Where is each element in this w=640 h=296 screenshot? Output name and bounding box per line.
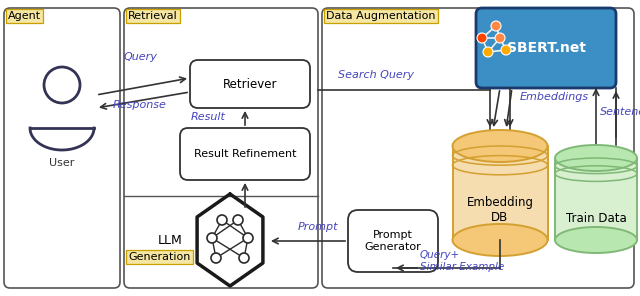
Text: Train Data: Train Data xyxy=(566,212,627,224)
FancyBboxPatch shape xyxy=(4,8,120,288)
Circle shape xyxy=(44,67,80,103)
Text: Prompt: Prompt xyxy=(298,222,338,232)
Circle shape xyxy=(239,253,249,263)
Text: Agent: Agent xyxy=(8,11,41,21)
Text: Retrieval: Retrieval xyxy=(128,11,178,21)
Text: User: User xyxy=(49,158,75,168)
Text: Result Refinement: Result Refinement xyxy=(194,149,296,159)
Text: Query+
Similar Example: Query+ Similar Example xyxy=(420,250,504,272)
FancyBboxPatch shape xyxy=(322,8,634,288)
Circle shape xyxy=(491,21,501,31)
Ellipse shape xyxy=(452,224,547,256)
Text: Embedding
DB: Embedding DB xyxy=(467,196,534,224)
Text: Retriever: Retriever xyxy=(223,78,277,91)
FancyBboxPatch shape xyxy=(180,128,310,180)
Circle shape xyxy=(243,233,253,243)
Text: Result: Result xyxy=(191,112,225,122)
FancyBboxPatch shape xyxy=(190,60,310,108)
Circle shape xyxy=(207,233,217,243)
Text: Query: Query xyxy=(123,52,157,62)
Text: Generation: Generation xyxy=(128,252,190,262)
Polygon shape xyxy=(555,158,637,240)
Polygon shape xyxy=(452,146,547,240)
Text: Prompt
Generator: Prompt Generator xyxy=(365,230,421,252)
Circle shape xyxy=(477,33,487,43)
Text: Embeddings: Embeddings xyxy=(520,92,589,102)
Ellipse shape xyxy=(555,227,637,253)
FancyBboxPatch shape xyxy=(476,8,616,88)
Ellipse shape xyxy=(452,130,547,162)
Circle shape xyxy=(217,215,227,225)
Text: SBERT.net: SBERT.net xyxy=(506,41,586,55)
Text: Response: Response xyxy=(113,100,167,110)
Text: LLM: LLM xyxy=(157,234,182,247)
FancyBboxPatch shape xyxy=(348,210,438,272)
Circle shape xyxy=(211,253,221,263)
Circle shape xyxy=(501,45,511,55)
Circle shape xyxy=(483,47,493,57)
Ellipse shape xyxy=(555,145,637,171)
Circle shape xyxy=(233,215,243,225)
Text: Search Query: Search Query xyxy=(338,70,414,80)
FancyBboxPatch shape xyxy=(124,8,318,288)
Text: Data Augmentation: Data Augmentation xyxy=(326,11,435,21)
Text: Sentences: Sentences xyxy=(600,107,640,117)
Circle shape xyxy=(495,33,505,43)
